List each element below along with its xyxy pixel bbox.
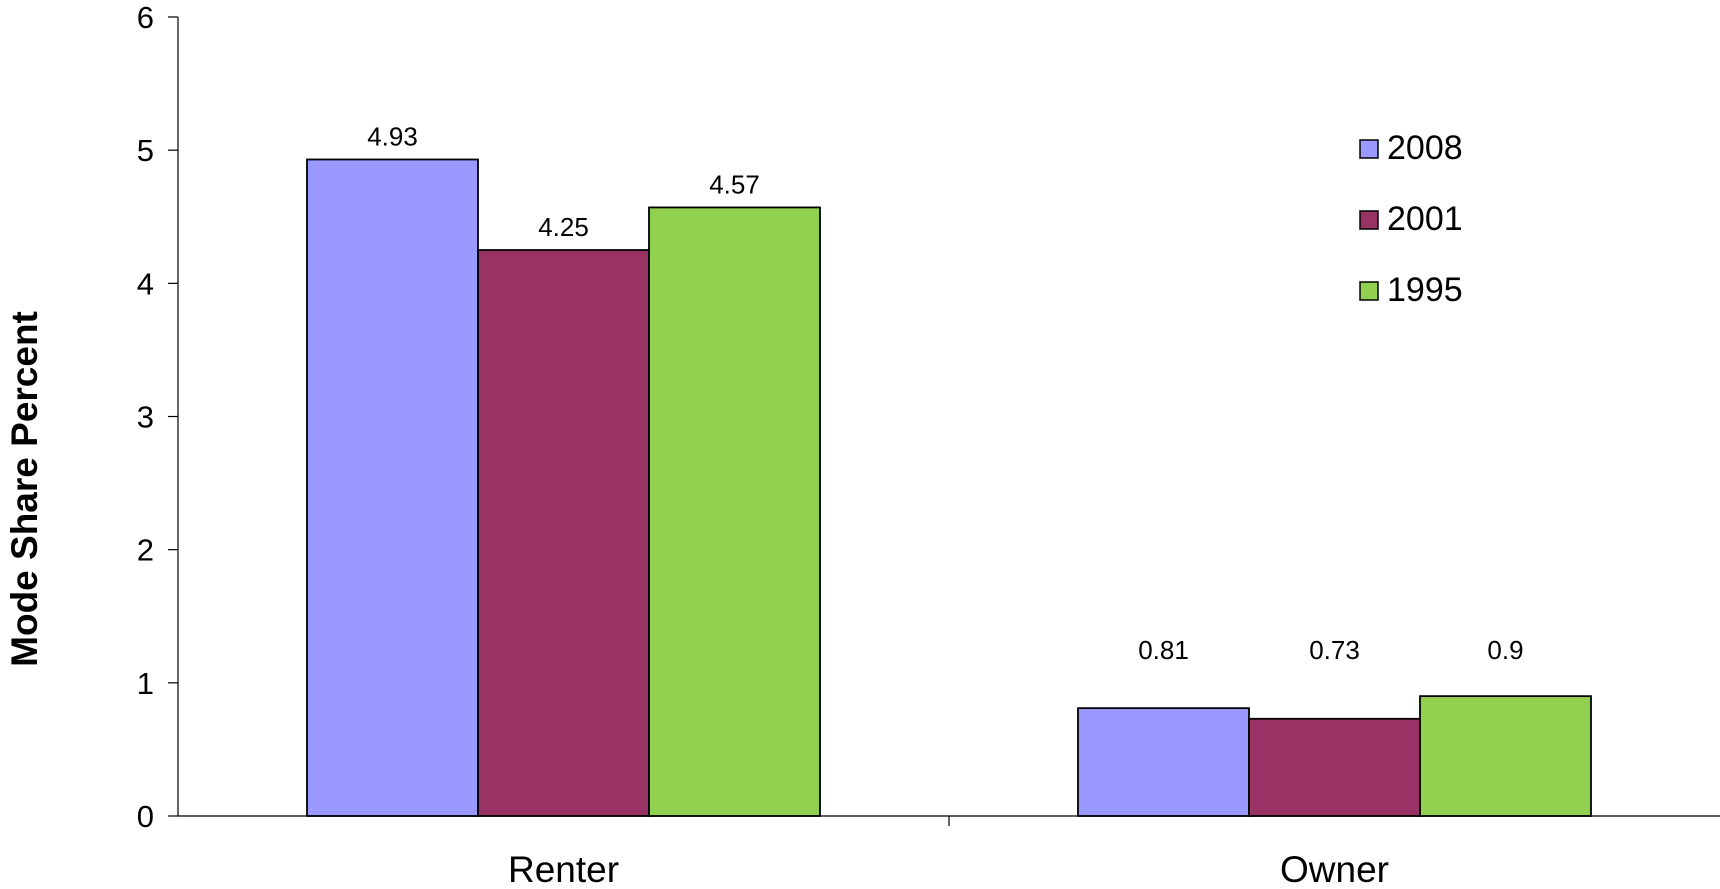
x-category-label-renter: Renter	[508, 849, 619, 889]
data-label-owner-1995: 0.9	[1487, 635, 1523, 665]
x-category-label-owner: Owner	[1280, 849, 1389, 889]
y-tick-label-6: 6	[137, 0, 154, 35]
axes: 0 1 2 3 4 5 6 Renter Owner	[137, 0, 1720, 889]
data-label-renter-2001: 4.25	[538, 212, 589, 242]
legend-swatch-2008	[1359, 139, 1379, 159]
legend-label-2001: 2001	[1387, 200, 1463, 238]
data-label-owner-2001: 0.73	[1309, 635, 1360, 665]
data-labels: 4.93 4.25 4.57 0.81 0.73 0.9	[367, 121, 1523, 665]
y-tick-label-3: 3	[137, 400, 154, 435]
bar-renter-2001	[477, 249, 650, 817]
y-tick-label-1: 1	[137, 666, 154, 701]
data-label-owner-2008: 0.81	[1138, 635, 1189, 665]
bar-renter-1995	[648, 206, 821, 817]
data-label-renter-1995: 4.57	[709, 169, 760, 199]
legend-swatch-2001	[1359, 210, 1379, 230]
bar-renter-2008	[306, 158, 479, 817]
data-label-renter-2008: 4.93	[367, 121, 418, 151]
bars	[306, 158, 1592, 817]
y-tick-label-2: 2	[137, 533, 154, 568]
bar-owner-1995	[1419, 695, 1592, 817]
legend-label-1995: 1995	[1387, 271, 1463, 309]
y-tick-label-4: 4	[137, 266, 154, 301]
bar-owner-2001	[1248, 717, 1421, 817]
bar-owner-2008	[1077, 707, 1250, 817]
legend-swatch-1995	[1359, 281, 1379, 301]
y-axis-title: Mode Share Percent	[4, 311, 45, 667]
legend-label-2008: 2008	[1387, 129, 1463, 167]
y-tick-label-0: 0	[137, 799, 154, 834]
y-tick-label-5: 5	[137, 133, 154, 168]
legend: 2008 2001 1995	[1359, 129, 1463, 309]
